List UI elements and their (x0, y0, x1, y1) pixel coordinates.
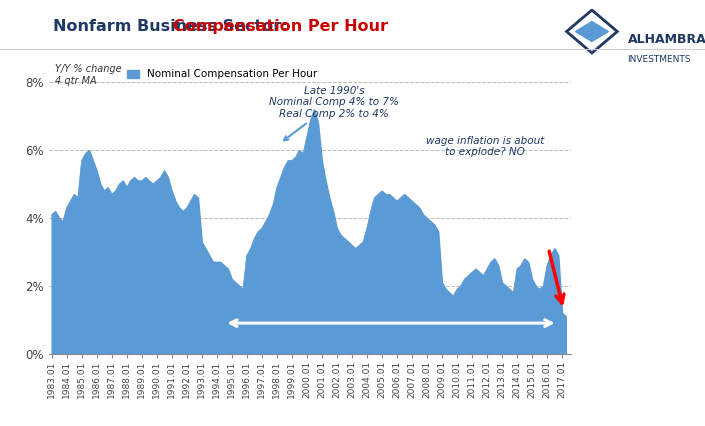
Text: Compensation Per Hour: Compensation Per Hour (173, 19, 388, 34)
Text: ALHAMBRA: ALHAMBRA (627, 33, 705, 46)
Text: wage inflation is about
to explode? NO: wage inflation is about to explode? NO (426, 136, 544, 158)
Text: Late 1990's
Nominal Comp 4% to 7%
Real Comp 2% to 4%: Late 1990's Nominal Comp 4% to 7% Real C… (269, 86, 399, 141)
Text: Y/Y % change
4 qtr MA: Y/Y % change 4 qtr MA (54, 64, 121, 86)
Legend: Nominal Compensation Per Hour: Nominal Compensation Per Hour (123, 65, 321, 83)
Polygon shape (575, 22, 608, 41)
Text: INVESTMENTS: INVESTMENTS (627, 55, 691, 63)
Text: Nonfarm Business Sector:: Nonfarm Business Sector: (53, 19, 293, 34)
